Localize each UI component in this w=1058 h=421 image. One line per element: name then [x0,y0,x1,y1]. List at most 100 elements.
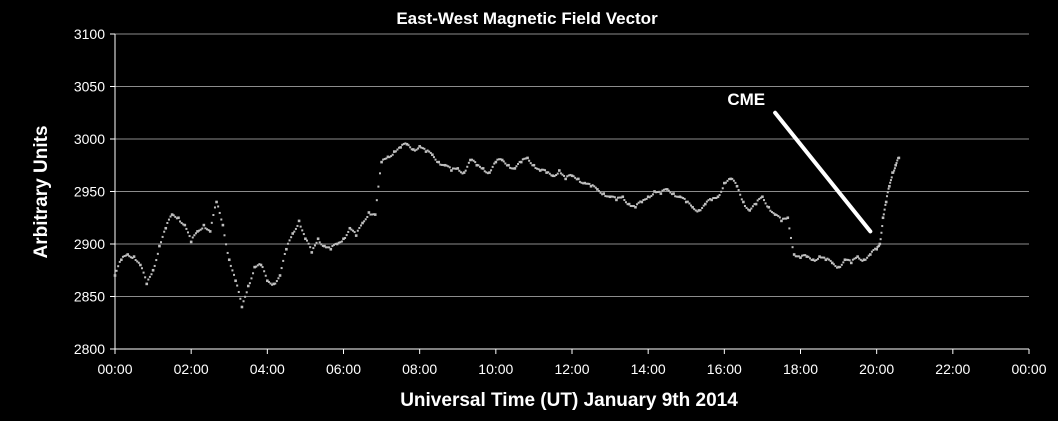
y-tick-label: 3100 [74,26,105,42]
data-point-fill [185,227,188,230]
data-point-fill [750,207,753,210]
data-point-fill [498,158,501,161]
data-point-fill [832,263,835,266]
data-point-fill [182,223,185,226]
x-tick-label: 14:00 [631,361,666,377]
data-point-fill [502,160,505,163]
data-point [811,258,815,262]
chart-title: East-West Magnetic Field Vector [396,9,658,28]
data-point-fill [448,166,451,169]
data-point-fill [345,234,348,237]
data-point [786,216,790,220]
data-point-fill [388,156,391,159]
data-point [881,216,885,220]
data-point-fill [256,264,259,267]
data-point-fill [599,191,602,194]
data-point-fill [751,205,754,208]
data-point-fill [528,159,531,162]
data-point-fill [417,147,420,150]
y-tick-labels: 2800 2850 2900 2950 3000 3050 3100 [74,26,115,357]
data-point-fill [820,256,823,259]
x-tick-label: 02:00 [174,361,209,377]
data-point-fill [453,167,456,170]
data-point-fill [201,227,204,230]
data-point [367,211,371,214]
data-point [297,219,301,223]
data-point-fill [893,167,896,170]
data-point-fill [715,197,718,200]
data-point-fill [337,241,340,244]
data-point-fill [770,211,773,214]
data-point [291,232,295,235]
data-point-fill [881,225,884,228]
data-point-fill [167,218,170,221]
data-point-fill [117,265,120,268]
data-point [646,195,650,199]
data-point [564,177,567,181]
data-point-fill [237,290,240,293]
data-point [653,190,656,193]
data-point [767,205,771,209]
data-point-fill [134,259,137,262]
data-point-fill [269,282,272,285]
data-point-fill [396,148,399,151]
data-point-fill [415,148,418,151]
data-point [792,253,796,256]
data-point-fill [280,267,283,270]
data-point-fill [169,215,172,218]
data-point-fill [413,149,416,152]
data-point-fill [682,197,685,200]
data-point [678,195,682,199]
data-point-fill [242,300,245,303]
data-point-fill [889,181,892,184]
data-point-fill [193,234,196,237]
data-point-fill [194,232,197,235]
data-point-fill [777,215,780,218]
data-point [888,184,891,188]
data-point [189,240,193,244]
data-point-fill [713,197,716,200]
data-point-fill [401,143,404,146]
y-tick-label: 2950 [74,184,105,200]
data-point-fill [834,265,837,268]
data-point-fill [604,195,607,198]
data-point-fill [198,229,201,232]
data-point-fill [207,229,210,232]
data-point [691,205,694,209]
data-point-fill [701,207,704,210]
data-point-fill [536,167,539,170]
data-point [627,202,631,206]
data-point [424,150,428,153]
data-point-fill [344,236,347,239]
data-point-fill [474,161,477,164]
data-point-fill [320,243,323,246]
y-tick-label: 2900 [74,236,105,252]
data-point [830,261,834,265]
x-tick-label: 00:00 [1011,361,1046,377]
data-point-fill [883,208,886,211]
data-point [386,155,390,159]
data-point [392,150,396,153]
data-point-fill [371,213,374,216]
y-tick-label: 2850 [74,289,105,305]
data-point-fill [445,164,448,167]
data-point-fill [629,204,632,207]
data-point [234,279,237,283]
data-point-fill [312,247,315,250]
data-point [208,230,212,233]
data-point [481,167,485,170]
data-point-fill [696,210,699,213]
data-point-fill [734,181,737,184]
data-point-fill [426,149,429,152]
data-point-fill [794,255,797,258]
data-point-fill [632,205,635,208]
data-point [164,226,168,230]
data-point-fill [559,172,562,175]
data-point [132,255,136,258]
data-point [240,305,244,309]
data-point-fill [601,193,604,196]
data-point-fill [407,144,410,147]
data-point-fill [620,196,623,199]
data-point-fill [150,273,153,276]
